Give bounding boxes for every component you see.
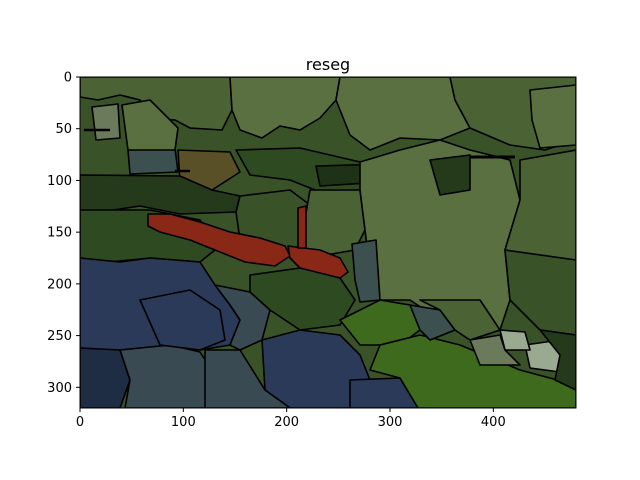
segment-region	[349, 377, 419, 408]
y-axis: 0 50 100 150 200 250 300	[47, 71, 80, 396]
segment-region	[409, 304, 456, 341]
segment-region	[351, 239, 381, 303]
image-frame	[79, 76, 577, 409]
segment-region	[139, 289, 226, 351]
y-tick-label: 200	[47, 277, 72, 292]
segment-region	[80, 347, 131, 408]
segment-region	[419, 299, 501, 341]
y-tick-label: 150	[47, 226, 72, 241]
segmentation-image	[79, 76, 577, 409]
segment-region	[249, 267, 356, 331]
x-tick-label: 400	[481, 415, 506, 430]
y-tick-label: 100	[47, 174, 72, 189]
segment-region	[429, 154, 471, 196]
segment-region	[127, 147, 179, 175]
y-tick-label: 0	[64, 71, 72, 86]
x-tick-label: 0	[76, 415, 84, 430]
y-tick-label: 50	[55, 122, 72, 137]
y-tick-label: 300	[47, 381, 72, 396]
segment-region	[369, 334, 576, 408]
x-tick-label: 100	[171, 415, 196, 430]
segment-region	[297, 205, 307, 249]
x-axis: 0 100 200 300 400	[76, 408, 506, 430]
x-tick-label: 300	[378, 415, 403, 430]
x-tick-label: 200	[274, 415, 299, 430]
segment-region	[539, 329, 576, 391]
segment-region	[119, 344, 216, 408]
segment-region	[121, 99, 179, 151]
segment-region	[469, 334, 521, 366]
segment-region	[91, 103, 121, 141]
segment-region	[529, 84, 576, 149]
segment-region	[204, 349, 291, 408]
y-tick-label: 250	[47, 329, 72, 344]
segment-region	[147, 213, 291, 267]
figure-title: reseg	[306, 55, 350, 74]
